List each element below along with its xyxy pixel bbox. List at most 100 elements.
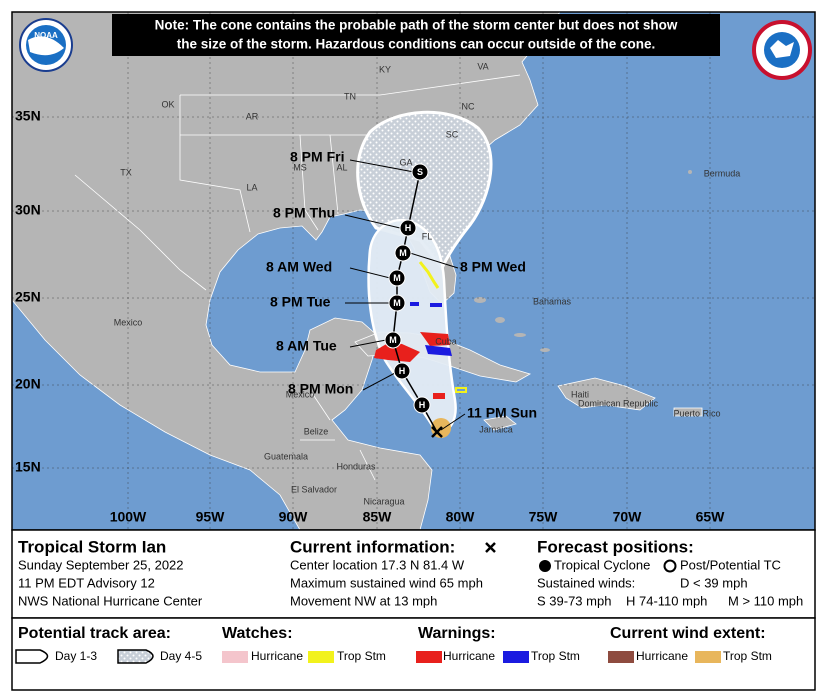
forecast-marker — [388, 269, 406, 287]
leader — [349, 159, 415, 173]
place-label: Puerto Rico — [673, 408, 720, 418]
trop-storm-warning — [410, 302, 419, 306]
lat-label: 25N — [15, 289, 41, 305]
island — [495, 317, 505, 323]
current-line: Movement NW at 13 mph — [290, 593, 437, 608]
border — [329, 134, 339, 215]
lon-label: 80W — [446, 509, 476, 525]
leader — [409, 252, 459, 269]
place-label: SC — [446, 129, 459, 139]
place-label: Belize — [304, 426, 329, 436]
place-label: Mexico — [114, 317, 143, 327]
nws-logo — [752, 20, 812, 80]
trop-storm-warning — [455, 387, 467, 393]
time-label: 8 PM Fri — [290, 149, 344, 165]
legend-text: Hurricane — [251, 649, 303, 663]
lat-label: 15N — [15, 459, 41, 475]
warnings — [374, 302, 467, 399]
leader — [362, 372, 396, 391]
current-icon — [485, 542, 496, 553]
border — [179, 95, 251, 233]
forecast-tropical: Tropical Cyclone — [554, 557, 650, 572]
island — [540, 348, 550, 352]
jamaica — [483, 415, 517, 431]
border — [299, 134, 319, 231]
forecast-marker — [413, 396, 431, 414]
puerto-rico — [673, 407, 703, 417]
marker-letter: H — [405, 223, 412, 233]
logo-bird — [28, 36, 64, 56]
place-label: VA — [477, 61, 488, 71]
hurricane-warning — [420, 332, 450, 346]
time-label: 8 PM Wed — [460, 259, 526, 275]
legend-text: Hurricane — [636, 649, 688, 663]
trop-storm-warning — [430, 303, 442, 307]
legend-heading: Potential track area: — [18, 625, 171, 642]
hurricane-warning — [433, 393, 445, 399]
place-label: OK — [161, 99, 174, 109]
post-icon — [663, 559, 677, 573]
day45-swatch — [117, 649, 154, 664]
forecast-marker — [388, 294, 406, 312]
icon-stroke — [485, 542, 496, 553]
trop-storm-watch — [418, 261, 440, 289]
place-label: Bermuda — [704, 168, 741, 178]
trop-storm-warning — [425, 345, 452, 356]
legend-text: Day 1-3 — [55, 649, 97, 663]
hurricane-warning-swatch — [416, 651, 442, 663]
day13-swatch — [15, 649, 49, 664]
border — [180, 74, 521, 96]
time-label: 8 PM Tue — [270, 294, 331, 310]
marker-letter: M — [393, 298, 401, 308]
map-labels: 35N 30N 25N 20N 15N 100W 95W 90W 85W 80W 75W 70W 65W… — [15, 61, 740, 524]
time-label: 8 AM Tue — [276, 338, 337, 354]
leader — [440, 413, 466, 431]
legend-heading: Watches: — [222, 625, 293, 642]
place-label: Guatemala — [264, 451, 308, 461]
place-label: Haiti — [571, 389, 589, 399]
marker-letter: H — [399, 366, 406, 376]
forecast-marker — [394, 244, 412, 262]
map: 35N 30N 25N 20N 15N 100W 95W 90W 85W 80W 75W 70W 65W… — [12, 12, 815, 530]
island — [474, 297, 486, 303]
forecast-heading: Forecast positions: — [537, 537, 694, 556]
legend-heading: Warnings: — [418, 625, 496, 642]
lon-label: 65W — [696, 509, 726, 525]
lon-label: 75W — [529, 509, 559, 525]
lat-label: 20N — [15, 376, 41, 392]
legend-text: Day 4-5 — [160, 649, 202, 663]
forecast-marker — [411, 163, 429, 181]
lon-label: 85W — [363, 509, 393, 525]
place-label: AL — [336, 162, 347, 172]
lon-label: 70W — [613, 509, 643, 525]
storm-date: Sunday September 25, 2022 — [18, 557, 184, 572]
border — [300, 389, 376, 481]
tropical-icon — [539, 560, 551, 572]
place-label: TX — [120, 167, 132, 177]
place-label: LA — [246, 182, 257, 192]
lat-label: 35N — [15, 108, 41, 124]
current-x — [431, 426, 443, 438]
ts-warning-swatch — [503, 651, 529, 663]
place-label: TN — [344, 91, 356, 101]
legend-heading: Current wind extent: — [610, 625, 766, 642]
info-panel — [11, 529, 816, 619]
forecast-h: H 74-110 mph — [626, 593, 707, 608]
place-label: Dominican Republic — [578, 398, 659, 408]
label-leaders — [344, 159, 466, 431]
lat-label: 30N — [15, 202, 41, 218]
current-heading: Current information: — [290, 537, 455, 556]
leader — [349, 339, 387, 348]
place-label: MS — [293, 162, 307, 172]
forecast-d: D < 39 mph — [680, 575, 748, 590]
island — [514, 333, 526, 337]
leader — [349, 267, 391, 279]
island — [688, 170, 692, 174]
legend-text: Hurricane — [443, 649, 495, 663]
time-label: 8 PM Mon — [288, 381, 353, 397]
current-line: Maximum sustained wind 65 mph — [290, 575, 483, 590]
lon-label: 90W — [279, 509, 309, 525]
storm-title: Tropical Storm Ian — [18, 537, 166, 556]
logo-text: NOAA — [34, 31, 58, 40]
